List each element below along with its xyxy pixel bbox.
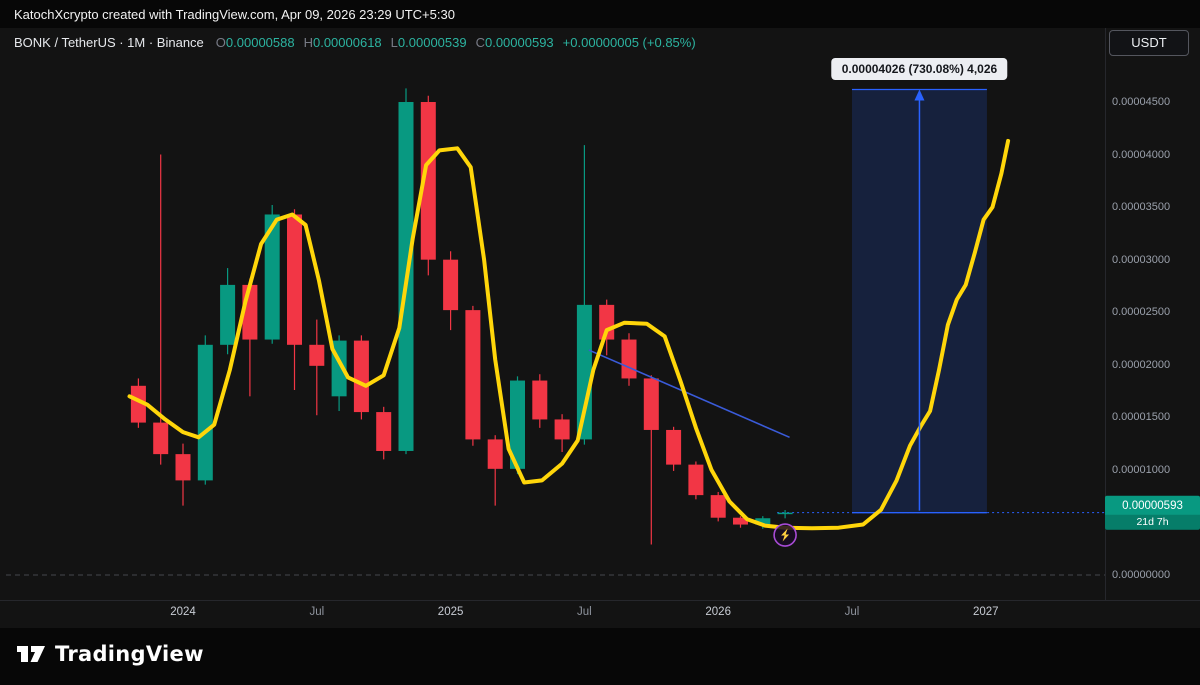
candle-body — [130, 385, 146, 423]
candle-body — [197, 344, 213, 481]
tradingview-logo[interactable]: TradingView — [16, 641, 204, 667]
attribution-text: KatochXcrypto created with TradingView.c… — [14, 7, 455, 22]
ohlc-close: C0.00000593 — [475, 35, 554, 50]
time-axis-label: Jul — [844, 606, 860, 618]
time-scale-separator — [0, 600, 1200, 601]
symbol-title[interactable]: BONK / TetherUS · 1M · Binance — [14, 35, 204, 50]
price-axis-label: 0.00002500 — [1112, 306, 1171, 319]
price-axis-label: 0.00000000 — [1112, 569, 1171, 581]
current-price-tag: 0.00000593 21d 7h — [1105, 495, 1200, 530]
candle-body — [287, 214, 302, 345]
candle-body — [532, 380, 548, 420]
measure-tool-label: 0.00004026 (730.08%) 4,026 — [831, 58, 1008, 81]
price-axis-label: 0.00004000 — [1112, 148, 1171, 161]
candle-body — [487, 439, 503, 469]
candle-body — [576, 304, 592, 440]
time-axis-label: 2024 — [170, 606, 196, 618]
time-scale[interactable]: 2024 Jul 2025 Jul 2026 Jul 2027 — [0, 600, 1105, 628]
candle-body — [710, 495, 726, 518]
time-axis-label: 2027 — [973, 606, 999, 618]
price-axis-label: 0.00003500 — [1112, 201, 1171, 214]
candle-body — [599, 304, 615, 340]
ohlc-open: O0.00000588 — [215, 35, 295, 50]
candle-body — [264, 214, 280, 340]
candle-body — [220, 284, 236, 345]
candle-body — [420, 102, 436, 260]
ohlc-high: H0.00000618 — [303, 35, 382, 50]
candle-body — [353, 340, 369, 413]
candle-body — [153, 422, 169, 455]
candle-body — [554, 419, 570, 440]
price-axis-label: 0.00001500 — [1112, 411, 1171, 424]
bar-close-countdown: 21d 7h — [1105, 514, 1200, 530]
price-axis-label: 0.00001000 — [1112, 463, 1171, 476]
top-attribution-bar: KatochXcrypto created with TradingView.c… — [0, 0, 1200, 28]
candle-body — [465, 310, 481, 440]
candle-body — [755, 518, 771, 525]
candle-body — [443, 259, 459, 311]
measure-arrow-head — [914, 89, 925, 101]
candle-body — [666, 429, 682, 465]
time-axis-label: 2026 — [705, 606, 731, 618]
lightning-icon — [781, 528, 790, 542]
currency-toggle-button[interactable]: USDT — [1109, 30, 1189, 56]
time-axis-label: Jul — [577, 606, 592, 618]
symbol-info-row: BONK / TetherUS · 1M · Binance O0.000005… — [14, 35, 696, 50]
candle-body — [777, 512, 793, 515]
price-scale-separator — [1105, 28, 1106, 600]
candle-body — [688, 464, 704, 496]
current-price-value: 0.00000593 — [1122, 499, 1183, 512]
price-axis-label: 0.00003000 — [1112, 253, 1171, 266]
ma-projection-line[interactable] — [127, 138, 1011, 531]
tradingview-logo-icon — [17, 646, 45, 662]
candle-body — [733, 517, 748, 525]
candle-body — [175, 454, 191, 481]
candle-body — [621, 339, 637, 379]
time-axis-label: Jul — [309, 606, 325, 618]
price-axis-label: 0.00002000 — [1112, 358, 1171, 371]
candle-body — [510, 380, 525, 469]
price-change: +0.00000005 (+0.85%) — [562, 35, 696, 50]
tradingview-logo-text: TradingView — [55, 642, 204, 666]
ohlc-low: L0.00000539 — [390, 35, 467, 50]
footer-bar: TradingView — [0, 628, 1200, 685]
candle-body — [643, 378, 659, 430]
candle-body — [309, 344, 325, 366]
price-axis-label: 0.00004500 — [1112, 96, 1171, 108]
time-axis-label: 2025 — [437, 606, 464, 618]
candle-body — [376, 412, 392, 451]
trend-line[interactable] — [588, 349, 790, 439]
price-scale[interactable]: 0.00004500 0.00004000 0.00003500 0.00003000… — [1105, 28, 1200, 600]
